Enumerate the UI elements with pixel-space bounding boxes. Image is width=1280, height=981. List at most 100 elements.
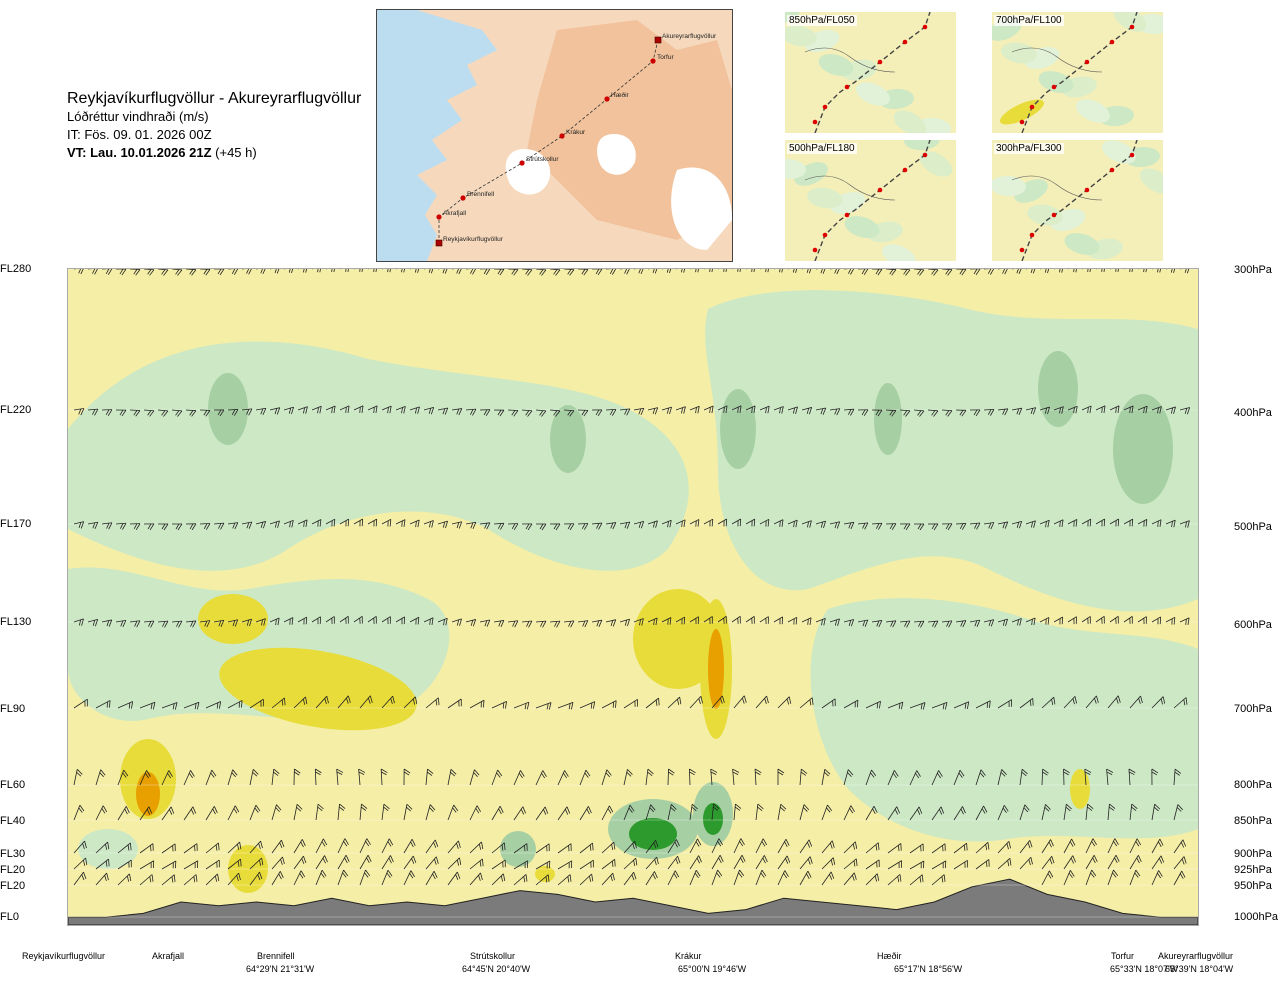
wind-barb-flag [450,768,457,775]
wind-barb-flag [106,620,110,627]
wind-barb-flag [299,873,304,879]
wind-barb-staff [1053,406,1064,411]
wind-barb-staff [161,702,178,709]
wind-barb-flag [540,621,544,627]
wind-barb-flag [343,841,348,847]
hpa-label: 700hPa [1234,703,1272,715]
wind-barb-flag [1089,405,1092,414]
wind-barb-flag [175,410,180,416]
wind-barb [513,806,527,821]
wind-barb-staff [513,701,530,709]
wind-barb-flag [872,808,876,815]
wind-barb-flag [434,839,439,847]
wind-barb-flag [894,808,899,815]
wind-barb-flag [383,803,390,810]
wind-barb-flag [148,806,153,814]
wind-barb-staff [183,843,198,854]
wind-barb-flag [1186,407,1191,415]
wind-barb-staff [549,269,560,271]
mini-map-shading [785,25,817,47]
wind-barb-staff [899,409,911,412]
wind-barb-flag [864,619,869,627]
wind-barb-flag [920,862,922,869]
wind-barb [1041,856,1055,870]
wind-barb [87,269,99,275]
wind-barb-flag [433,842,437,848]
wind-barb [909,702,926,710]
wind-barb-staff [755,695,767,709]
wind-barb [183,860,199,870]
wind-barb-flag [711,519,714,527]
wind-barb-staff [87,619,98,623]
wind-barb-staff [557,770,565,786]
wind-barb-flag [915,772,920,779]
wind-barb-flag [781,519,784,527]
wind-barb-flag [1087,806,1093,811]
wind-barb-flag [626,269,631,275]
wind-barb [557,843,572,854]
wind-barb [507,409,519,417]
wind-barb [161,874,176,886]
wind-barb-flag [606,769,612,776]
wind-barb-staff [941,620,952,623]
wind-barb-flag [897,876,900,883]
wind-barb-flag [1033,617,1036,626]
wind-barb-flag [164,620,169,628]
wind-barb-flag [194,703,197,710]
wind-barb [953,806,966,821]
wind-barb [1041,839,1054,854]
wind-barb-flag [234,619,239,627]
wind-barb-flag [361,269,364,272]
wind-barb-flag [1047,520,1050,528]
wind-barb-staff [255,407,266,411]
wind-barb-staff [359,869,366,886]
wind-barb-flag [903,523,908,530]
wind-barb [521,523,533,531]
wind-barb-staff [941,269,953,271]
wind-barb-staff [1019,856,1032,870]
wind-barb-flag [762,857,766,864]
wind-barb-flag [1106,771,1113,775]
wind-barb-flag [525,874,528,882]
wind-barb [161,860,177,870]
wind-barb-flag [205,410,211,417]
wind-barb-flag [470,620,474,626]
wind-barb-staff [87,521,98,525]
wind-barb-flag [976,522,981,530]
wind-barb [1019,840,1033,854]
wind-barb-flag [807,870,812,878]
wind-barb-staff [647,617,658,623]
wind-barb-flag [966,860,968,868]
mini-map-shading [1113,12,1147,32]
wind-barb-staff [787,406,798,411]
wind-barb-flag [1016,408,1020,415]
wind-barb [899,620,911,628]
wind-barb-staff [909,806,920,821]
wind-barb [409,616,420,625]
wind-barb-flag [92,409,96,415]
wind-barb-staff [73,871,84,886]
wind-barb-flag [548,860,551,869]
wind-barb-flag [232,522,236,529]
wind-barb-staff [117,842,131,854]
wind-barb-flag [891,410,897,417]
wind-barb [293,855,307,870]
wind-barb-flag [698,855,702,863]
wind-barb-flag [903,410,908,416]
wind-barb-flag [415,618,417,625]
wind-barb [73,269,85,275]
wind-barb-staff [887,860,902,870]
mini-map-route [1021,140,1138,261]
wind-barb-flag [456,871,461,879]
wind-barb-flag [277,520,280,528]
wind-barb-staff [711,869,718,886]
mini-map-300: 300hPa/FL300 [992,140,1163,261]
wind-barb [799,697,814,709]
updraft-core [550,405,586,473]
wind-barb-staff [1173,697,1187,709]
wind-barb [563,409,575,417]
wind-barb-staff [633,618,644,623]
wind-barb-flag [483,269,488,275]
wind-barb-staff [983,522,994,525]
wind-barb-staff [755,838,764,854]
